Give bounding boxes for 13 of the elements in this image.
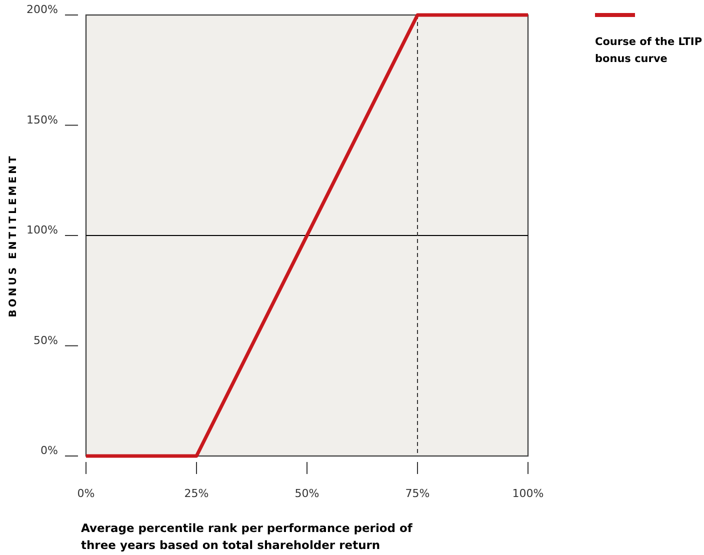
y-tick-label: 100% bbox=[26, 224, 58, 236]
y-tick-label: 50% bbox=[34, 334, 58, 347]
y-tick-label: 150% bbox=[26, 113, 58, 126]
x-tick-label: 75% bbox=[405, 487, 430, 500]
text: Course of the LTIP bonus curve bbox=[595, 36, 702, 65]
y-tick-label: 0% bbox=[40, 444, 58, 457]
y-axis-title: BONUS ENTITLEMENT bbox=[8, 154, 19, 318]
x-axis-title: Average percentile rank per performance period of three years based on total shareholder return bbox=[81, 521, 414, 552]
x-tick-label: 100% bbox=[512, 487, 544, 500]
x-tick-label: 50% bbox=[294, 487, 320, 500]
x-tick-label: 0% bbox=[77, 487, 95, 500]
x-tick-label: 25% bbox=[184, 487, 209, 500]
y-tick-label: 200% bbox=[26, 3, 58, 16]
